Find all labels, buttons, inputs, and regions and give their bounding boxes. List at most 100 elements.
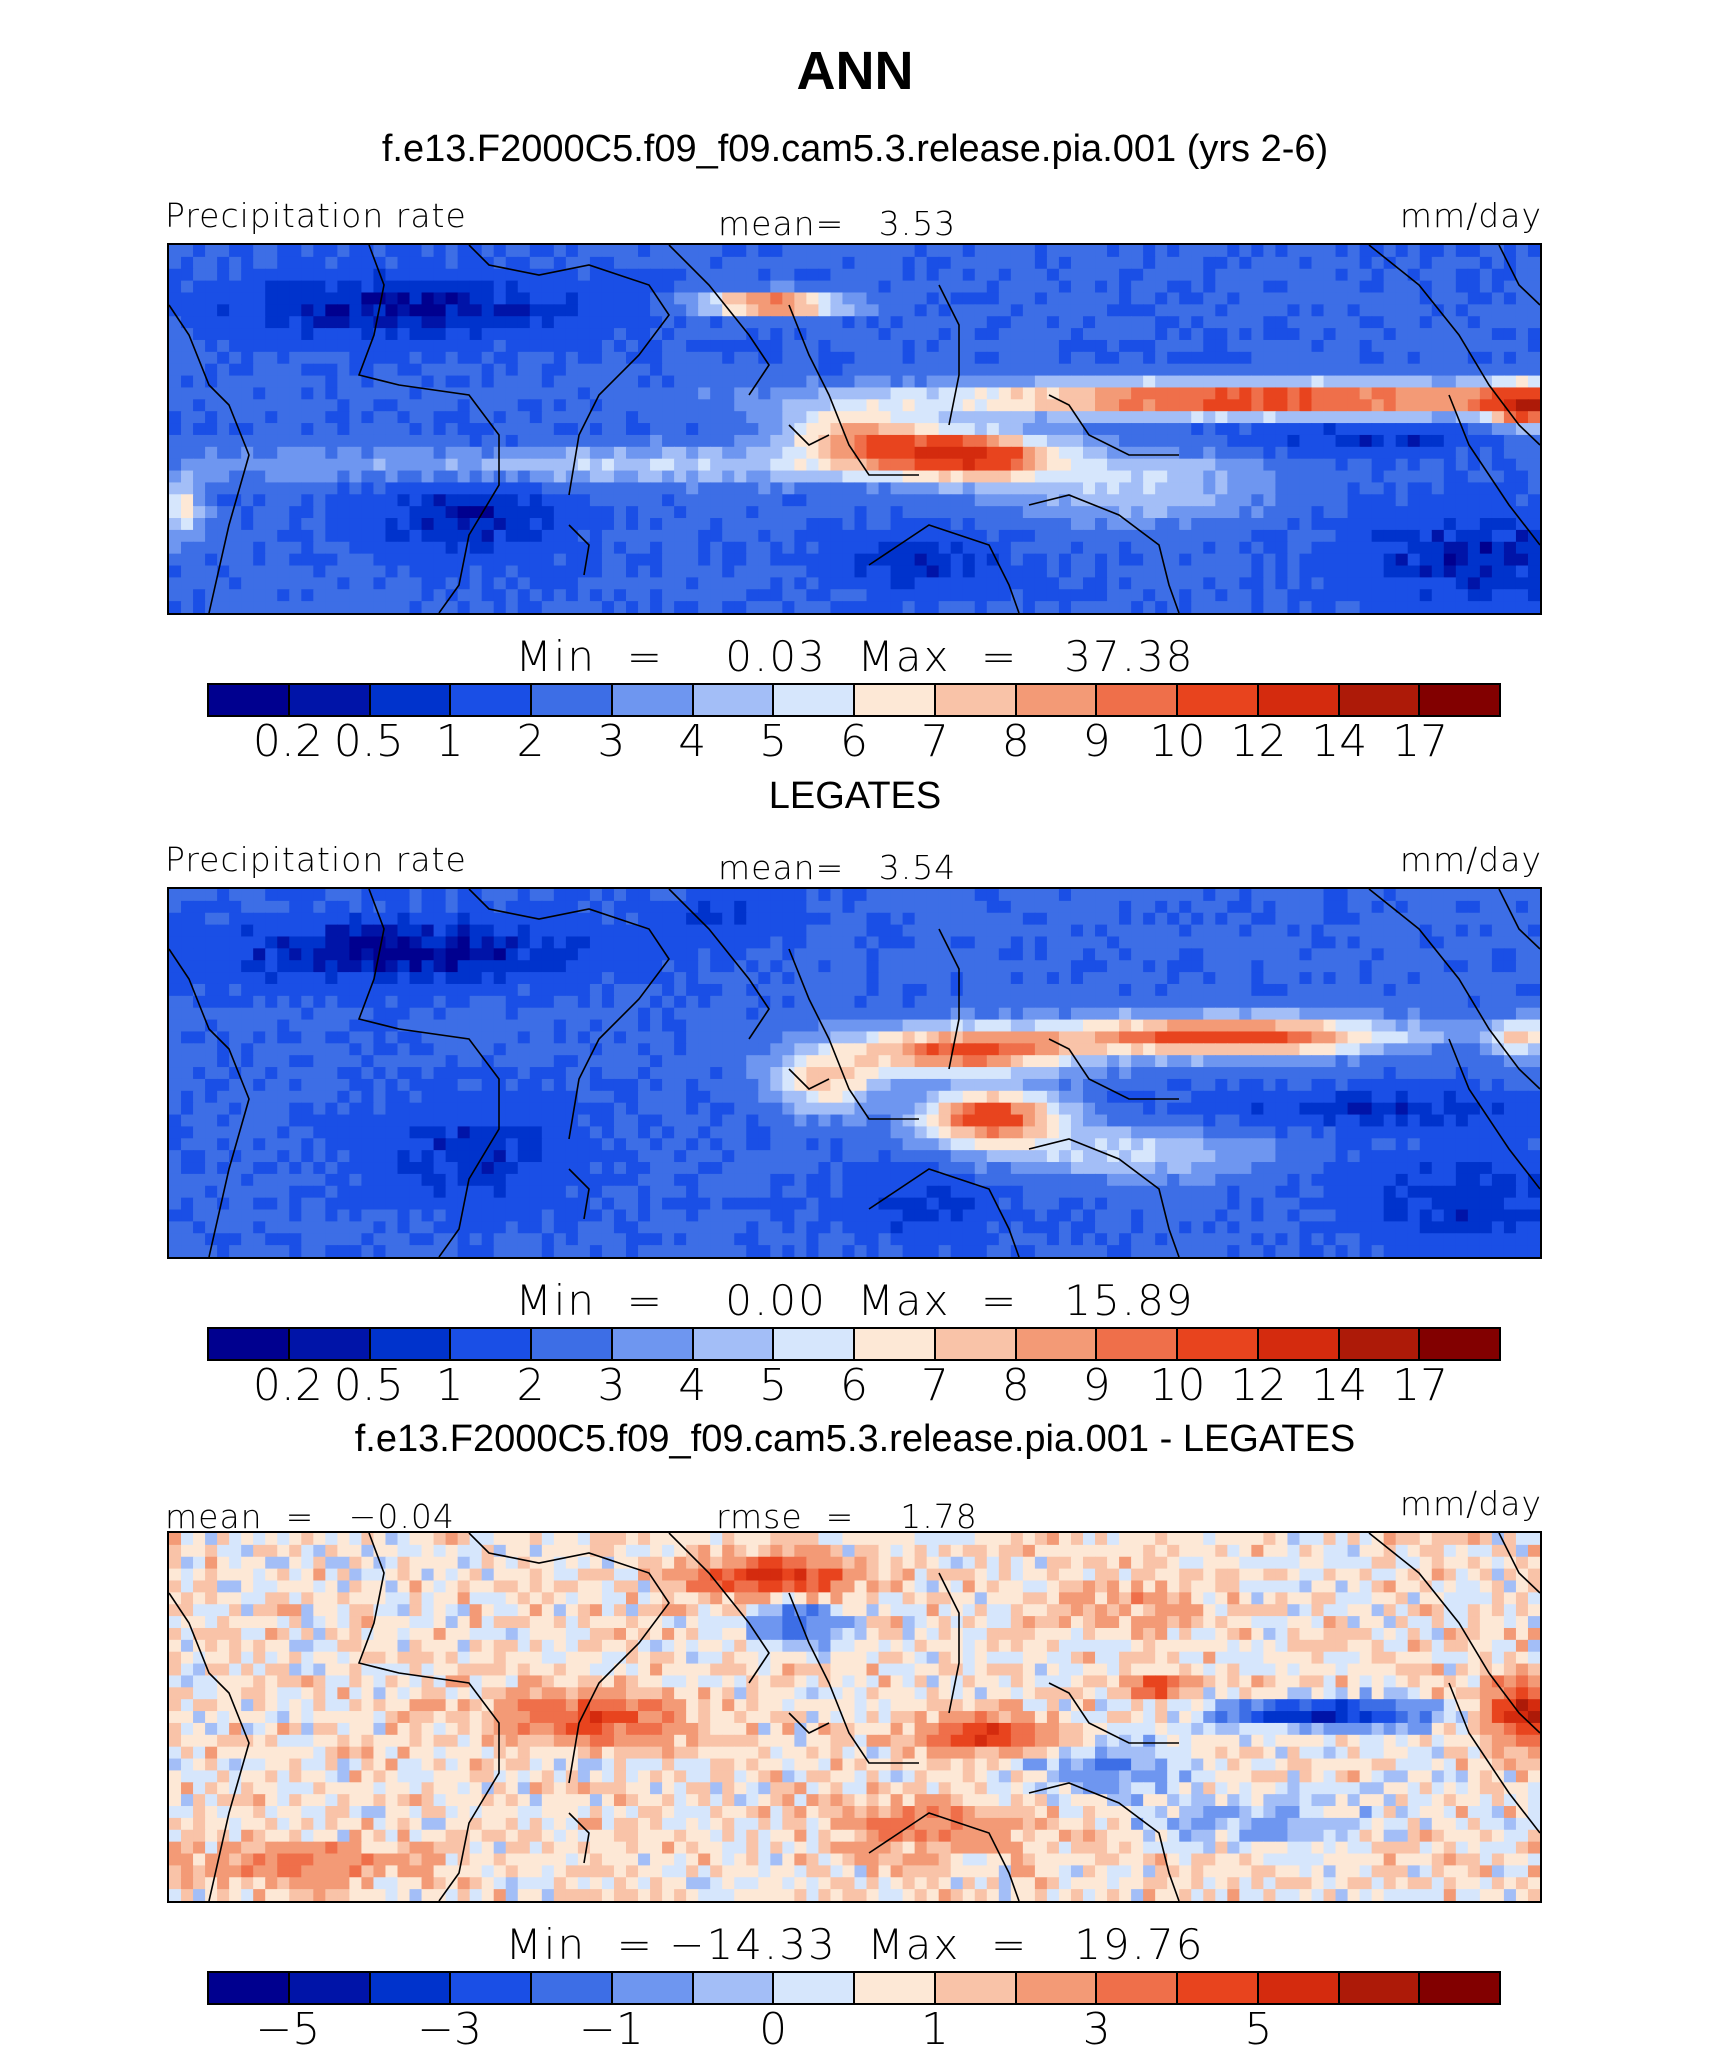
colorbar-cell [612, 1973, 694, 2003]
panel-1-case-title: f.e13.F2000C5.f09_f09.cam5.3.release.pia… [381, 128, 1329, 170]
colorbar-cell [774, 1973, 855, 2003]
colorbar-cell [855, 1973, 936, 2003]
panel-3-map [167, 1531, 1542, 1903]
colorbar-cell [370, 1973, 452, 2003]
colorbar-cell [935, 1973, 1017, 2003]
colorbar-cell [1420, 1329, 1499, 1359]
colorbar-cell [1339, 685, 1421, 715]
panel-3-mean-label: mean = −0.04 [165, 1497, 455, 1536]
colorbar-tick-label: 10 [1149, 1360, 1206, 1411]
colorbar-tick-label: −3 [417, 2004, 483, 2051]
colorbar-cell [289, 685, 371, 715]
panel-2-colorbar-ticks: 0.2 0.5 1 2 3 4 5 6 7 8 9 10 12 14 17 [0, 1358, 1710, 1418]
colorbar-tick-label: 1 [435, 1360, 464, 1411]
colorbar-cell [532, 685, 613, 715]
panel-3-case-title: f.e13.F2000C5.f09_f09.cam5.3.release.pia… [354, 1418, 1356, 1460]
colorbar-cell [855, 1329, 936, 1359]
panel-2-map [167, 887, 1542, 1259]
colorbar-tick-label: 2 [516, 1360, 545, 1411]
colorbar-tick-label: 6 [840, 1360, 868, 1411]
colorbar-cell [1097, 1973, 1178, 2003]
colorbar-cell [209, 1329, 290, 1359]
colorbar-tick-label: −1 [578, 2004, 644, 2051]
panel-2-colorbar [207, 1327, 1501, 1361]
colorbar-tick-label: 12 [1230, 716, 1287, 767]
panel-1-map [167, 243, 1542, 615]
panel-3-units-label: mm/day [1399, 1484, 1542, 1523]
colorbar-cell [693, 1329, 775, 1359]
panel-1-colorbar [207, 683, 1501, 717]
colorbar-tick-label: 17 [1392, 1360, 1449, 1411]
colorbar-tick-label: 9 [1082, 1360, 1111, 1411]
colorbar-cell [451, 685, 532, 715]
colorbar-cell [289, 1973, 371, 2003]
colorbar-cell [855, 685, 936, 715]
colorbar-tick-label: 4 [678, 716, 707, 767]
colorbar-tick-label: 3 [1082, 2004, 1111, 2051]
panel-3-colorbar [207, 1971, 1501, 2005]
colorbar-tick-label: 3 [597, 716, 626, 767]
panel-2-variable-label: Precipitation rate [165, 840, 467, 879]
colorbar-tick-label: 1 [920, 2004, 949, 2051]
panel-2-units-label: mm/day [1399, 840, 1542, 879]
colorbar-cell [1178, 1973, 1259, 2003]
colorbar-cell [693, 685, 775, 715]
colorbar-cell [1016, 1329, 1098, 1359]
colorbar-tick-label: 14 [1311, 1360, 1368, 1411]
panel-3-rmse-label: rmse = 1.78 [716, 1497, 978, 1536]
colorbar-cell [612, 685, 694, 715]
colorbar-cell [1420, 1973, 1499, 2003]
colorbar-cell [1339, 1329, 1421, 1359]
colorbar-cell [532, 1329, 613, 1359]
colorbar-tick-label: 0 [759, 2004, 788, 2051]
panel-3-colorbar-ticks: −5 −3 −1 0 1 3 5 [0, 2002, 1710, 2051]
colorbar-cell [1178, 1329, 1259, 1359]
panel-2-minmax: Min = 0.00 Max = 15.89 [515, 1276, 1195, 1325]
colorbar-tick-label: 8 [1001, 716, 1030, 767]
colorbar-cell [289, 1329, 371, 1359]
colorbar-tick-label: 3 [597, 1360, 626, 1411]
colorbar-tick-label: 0.5 [333, 1360, 404, 1411]
colorbar-tick-label: 14 [1311, 716, 1368, 767]
colorbar-cell [1258, 1973, 1340, 2003]
colorbar-cell [1258, 1329, 1340, 1359]
colorbar-tick-label: 0.2 [252, 716, 323, 767]
colorbar-tick-label: 5 [1244, 2004, 1273, 2051]
colorbar-cell [370, 1329, 452, 1359]
colorbar-tick-label: 0.5 [333, 716, 404, 767]
colorbar-cell [1420, 685, 1499, 715]
colorbar-tick-label: −5 [255, 2004, 321, 2051]
colorbar-cell [1097, 685, 1178, 715]
colorbar-tick-label: 7 [920, 716, 949, 767]
colorbar-tick-label: 6 [840, 716, 868, 767]
colorbar-tick-label: 4 [678, 1360, 707, 1411]
panel-1-mean-label: mean= 3.53 [718, 204, 957, 243]
colorbar-tick-label: 2 [516, 716, 545, 767]
panel-3-minmax: Min = −14.33 Max = 19.76 [505, 1920, 1205, 1969]
colorbar-tick-label: 1 [435, 716, 464, 767]
colorbar-cell [935, 685, 1017, 715]
colorbar-cell [209, 1973, 290, 2003]
colorbar-tick-label: 8 [1001, 1360, 1030, 1411]
colorbar-cell [1339, 1973, 1421, 2003]
panel-1-minmax: Min = 0.03 Max = 37.38 [515, 632, 1195, 681]
colorbar-tick-label: 12 [1230, 1360, 1287, 1411]
colorbar-cell [209, 685, 290, 715]
panel-2-case-title: LEGATES [768, 775, 942, 817]
colorbar-cell [1178, 685, 1259, 715]
panel-2-mean-label: mean= 3.54 [718, 848, 957, 887]
colorbar-tick-label: 5 [759, 1360, 788, 1411]
colorbar-cell [693, 1973, 775, 2003]
colorbar-cell [774, 1329, 855, 1359]
panel-1-colorbar-ticks: 0.2 0.5 1 2 3 4 5 6 7 8 9 10 12 14 17 [0, 714, 1710, 774]
colorbar-cell [1097, 1329, 1178, 1359]
colorbar-tick-label: 17 [1392, 716, 1449, 767]
colorbar-cell [1258, 685, 1340, 715]
colorbar-cell [370, 685, 452, 715]
colorbar-tick-label: 7 [920, 1360, 949, 1411]
colorbar-tick-label: 0.2 [252, 1360, 323, 1411]
colorbar-cell [451, 1973, 532, 2003]
main-title: ANN [796, 41, 914, 101]
colorbar-cell [1016, 685, 1098, 715]
colorbar-tick-label: 5 [759, 716, 788, 767]
